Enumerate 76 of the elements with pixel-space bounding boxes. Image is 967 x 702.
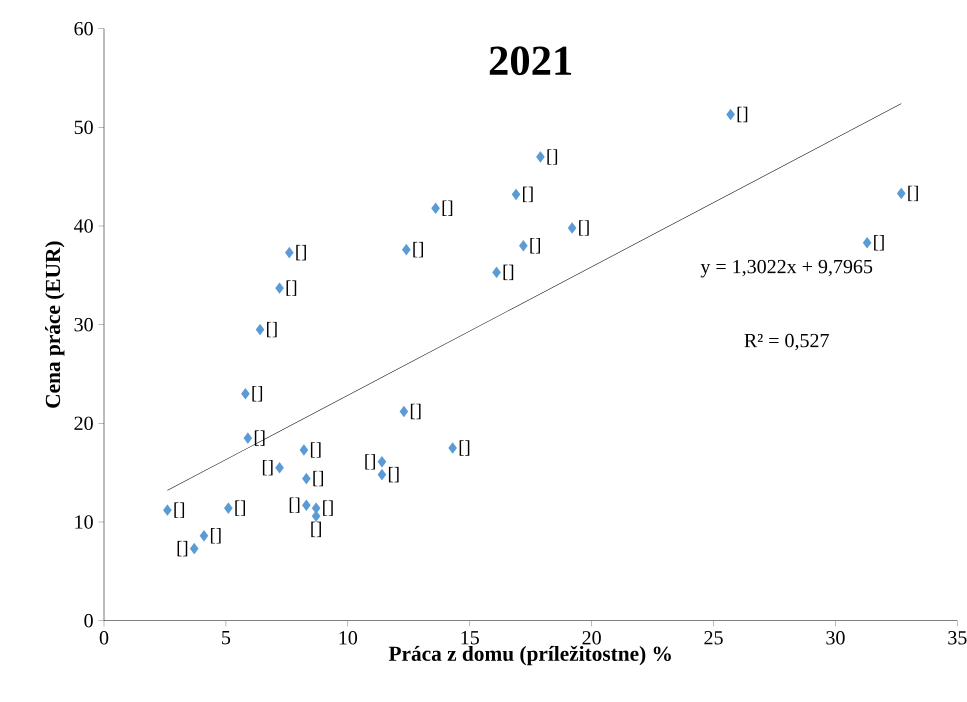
- point: [285, 247, 294, 258]
- data-label: []: [530, 238, 540, 254]
- point: [312, 502, 320, 514]
- point: [519, 240, 528, 252]
- data-label: []: [296, 244, 306, 260]
- point: [400, 406, 408, 418]
- data-label: []: [313, 470, 324, 486]
- data-label: []: [178, 540, 188, 556]
- point: [163, 504, 172, 516]
- data-label: []: [413, 242, 423, 258]
- data-label: []: [442, 200, 452, 216]
- data-label: []: [286, 280, 296, 296]
- data-label: []: [410, 404, 421, 420]
- data-label: []: [310, 442, 321, 458]
- point: [190, 543, 198, 554]
- point: [241, 388, 250, 400]
- data-label: []: [738, 106, 748, 122]
- point: [275, 462, 284, 474]
- data-label: []: [174, 502, 184, 518]
- annotation: y = 1,3022x + 9,7965: [700, 260, 872, 278]
- point: [244, 432, 252, 444]
- point: [378, 469, 386, 480]
- point: [302, 472, 311, 484]
- chart-title: 2021: [490, 46, 572, 76]
- point: [536, 151, 545, 163]
- point: [200, 530, 208, 542]
- point: [431, 202, 440, 214]
- data-label: []: [365, 454, 375, 470]
- y-tick-label: 60: [74, 22, 93, 36]
- x-axis-title: Práca z domu (príležitostne) %: [388, 646, 671, 666]
- point: [302, 500, 311, 511]
- data-label: []: [908, 186, 918, 202]
- x-tick-label: 30: [826, 631, 845, 645]
- data-label: []: [547, 149, 558, 165]
- point: [726, 108, 735, 120]
- y-tick-label: 50: [74, 120, 93, 134]
- data-label: []: [523, 186, 533, 202]
- x-tick-label: 5: [222, 631, 230, 644]
- y-tick-label: 0: [84, 614, 93, 628]
- point: [896, 188, 906, 200]
- point: [448, 442, 457, 454]
- data-label: []: [323, 500, 333, 516]
- point: [275, 282, 284, 294]
- y-tick-label: 40: [74, 219, 93, 233]
- point: [256, 324, 264, 336]
- data-label: []: [504, 264, 514, 280]
- data-label: []: [262, 460, 273, 476]
- data-label: []: [252, 386, 262, 402]
- point: [224, 502, 233, 514]
- point: [300, 444, 308, 456]
- y-tick-label: 10: [75, 515, 93, 529]
- data-label: []: [460, 440, 470, 456]
- data-label: []: [267, 322, 277, 338]
- data-label: []: [210, 528, 221, 544]
- data-label: []: [311, 522, 321, 538]
- data-label: []: [290, 497, 300, 513]
- data-label: []: [874, 235, 884, 250]
- x-tick-label: 10: [340, 631, 358, 645]
- y-tick-label: 30: [74, 318, 93, 332]
- x-tick-label: 35: [948, 631, 967, 644]
- x-tick-label: 0: [100, 631, 108, 645]
- x-tick-label: 20: [582, 631, 601, 645]
- data-label: []: [579, 220, 589, 236]
- x-tick-label: 15: [461, 631, 479, 644]
- point: [492, 266, 501, 278]
- y-tick-label: 20: [74, 416, 93, 430]
- data-label: []: [235, 500, 245, 516]
- point: [862, 237, 872, 248]
- point: [378, 456, 386, 468]
- y-axis-title: Cena práce (EUR): [45, 241, 64, 408]
- data-label: []: [388, 466, 399, 482]
- point: [512, 188, 520, 200]
- point: [402, 244, 411, 256]
- point: [568, 222, 576, 234]
- annotation: R² = 0,527: [744, 334, 829, 350]
- x-tick-label: 25: [704, 631, 723, 644]
